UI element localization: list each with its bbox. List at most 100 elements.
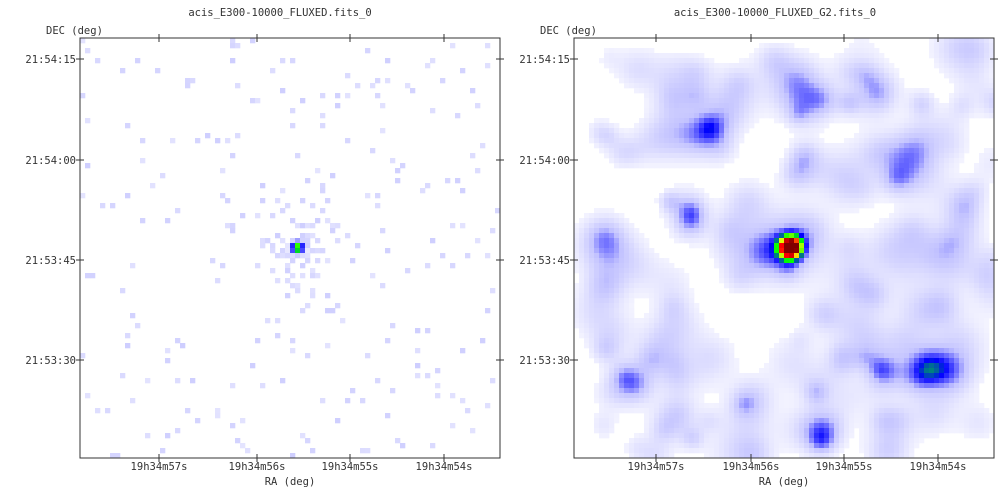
pixel [944, 378, 950, 384]
pixel [639, 143, 645, 149]
pixel [629, 313, 635, 319]
pixel [894, 373, 900, 379]
pixel [984, 268, 990, 274]
pixel [799, 188, 805, 194]
pixel [794, 188, 800, 194]
pixel [599, 368, 605, 374]
pixel [979, 88, 985, 94]
pixel [919, 248, 925, 254]
pixel [864, 113, 870, 119]
pixel [924, 133, 930, 139]
pixel [729, 143, 735, 149]
pixel [679, 188, 685, 194]
pixel [829, 93, 835, 99]
pixel [594, 318, 600, 324]
pixel [604, 293, 610, 299]
pixel [175, 378, 181, 384]
pixel [599, 323, 605, 329]
pixel [739, 213, 745, 219]
pixel [889, 258, 895, 264]
pixel [949, 113, 955, 119]
pixel [714, 113, 720, 119]
pixel [774, 268, 780, 274]
pixel [839, 228, 845, 234]
pixel [859, 98, 865, 104]
pixel [115, 453, 121, 459]
pixel [729, 93, 735, 99]
pixel [844, 378, 850, 384]
pixel [929, 213, 935, 219]
pixel [594, 233, 600, 239]
pixel [844, 268, 850, 274]
pixel [769, 353, 775, 359]
pixel [749, 83, 755, 89]
pixel [659, 123, 665, 129]
pixel [829, 248, 835, 254]
pixel [819, 73, 825, 79]
pixel [749, 243, 755, 249]
pixel [709, 328, 715, 334]
pixel [979, 163, 985, 169]
pixel [939, 378, 945, 384]
pixel [959, 108, 965, 114]
pixel [944, 268, 950, 274]
pixel [819, 298, 825, 304]
pixel [305, 438, 311, 444]
pixel [954, 378, 960, 384]
pixel [644, 363, 650, 369]
pixel [639, 133, 645, 139]
pixel [984, 328, 990, 334]
pixel [679, 233, 685, 239]
pixel [649, 273, 655, 279]
pixel [849, 383, 855, 389]
pixel [904, 378, 910, 384]
pixel [849, 243, 855, 249]
pixel [809, 273, 815, 279]
pixel [614, 238, 620, 244]
pixel [809, 103, 815, 109]
pixel [989, 178, 995, 184]
pixel [639, 118, 645, 124]
pixel [729, 373, 735, 379]
pixel [814, 108, 820, 114]
pixel [624, 263, 630, 269]
pixel [370, 148, 376, 154]
pixel [959, 158, 965, 164]
pixel [884, 113, 890, 119]
pixel [854, 363, 860, 369]
pixel [639, 358, 645, 364]
pixel [704, 58, 710, 64]
pixel [425, 183, 431, 189]
pixel [964, 328, 970, 334]
pixel [979, 308, 985, 314]
pixel [879, 178, 885, 184]
pixel [749, 373, 755, 379]
pixel [709, 98, 715, 104]
pixel [729, 233, 735, 239]
pixel [749, 268, 755, 274]
pixel [914, 213, 920, 219]
pixel [944, 233, 950, 239]
pixel [769, 43, 775, 49]
pixel [639, 243, 645, 249]
pixel [724, 243, 730, 249]
pixel [779, 218, 785, 224]
pixel [634, 253, 640, 259]
pixel [300, 233, 306, 239]
pixel [699, 383, 705, 389]
pixel [684, 63, 690, 69]
pixel [669, 68, 675, 74]
pixel [674, 108, 680, 114]
pixel [679, 193, 685, 199]
pixel [579, 253, 585, 259]
pixel [774, 383, 780, 389]
pixel [889, 333, 895, 339]
pixel [809, 313, 815, 319]
pixel [869, 168, 875, 174]
pixel [884, 358, 890, 364]
pixel [599, 328, 605, 334]
pixel [899, 328, 905, 334]
pixel [779, 93, 785, 99]
pixel [944, 168, 950, 174]
pixel [734, 238, 740, 244]
